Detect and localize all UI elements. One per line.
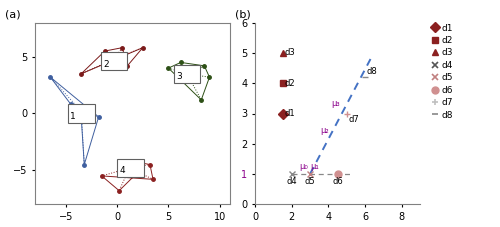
Bar [117, 159, 144, 177]
Bar [100, 52, 128, 70]
Text: d7: d7 [348, 115, 359, 124]
Text: d5: d5 [304, 177, 316, 186]
Text: μ₀: μ₀ [299, 162, 308, 170]
Text: d1: d1 [284, 109, 296, 118]
Text: 3: 3 [176, 72, 182, 81]
Text: 4: 4 [120, 166, 126, 175]
Bar [68, 104, 94, 123]
Text: μ₁: μ₁ [310, 162, 319, 170]
Text: (a): (a) [5, 9, 20, 19]
Text: 1: 1 [70, 112, 76, 121]
Legend: d1, d2, d3, d4, d5, d6, d7, d8: d1, d2, d3, d4, d5, d6, d7, d8 [433, 24, 454, 120]
Text: d6: d6 [332, 177, 343, 186]
Text: 2: 2 [103, 60, 109, 69]
Text: d3: d3 [284, 49, 296, 57]
Text: μ₃: μ₃ [332, 99, 340, 108]
Text: d8: d8 [366, 67, 377, 76]
Text: (b): (b) [235, 9, 251, 19]
Text: d2: d2 [284, 79, 296, 88]
Text: μ₂: μ₂ [320, 126, 329, 135]
Text: d4: d4 [286, 177, 297, 186]
Bar [174, 65, 200, 83]
